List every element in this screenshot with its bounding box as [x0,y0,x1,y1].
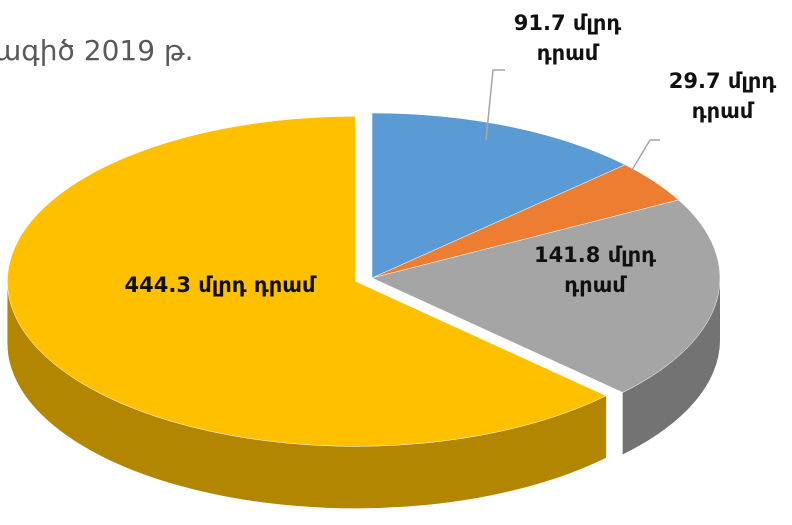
slice [371,112,626,279]
data-label: 91.7 մլրդ դրամ [513,11,622,65]
leader-line [485,69,505,141]
leader-line [631,139,660,171]
slice [7,116,607,447]
pie [7,112,721,509]
slice-side [7,281,607,509]
slice-side [622,278,720,455]
data-label: 29.7 մլրդ դրամ [668,69,777,123]
chart-title: ագիծ 2019 թ. [0,34,194,67]
data-label: 444.3 մլրդ դրամ [124,273,316,297]
slice [371,199,721,393]
data-label: 141.8 մլրդ դրամ [533,243,657,297]
